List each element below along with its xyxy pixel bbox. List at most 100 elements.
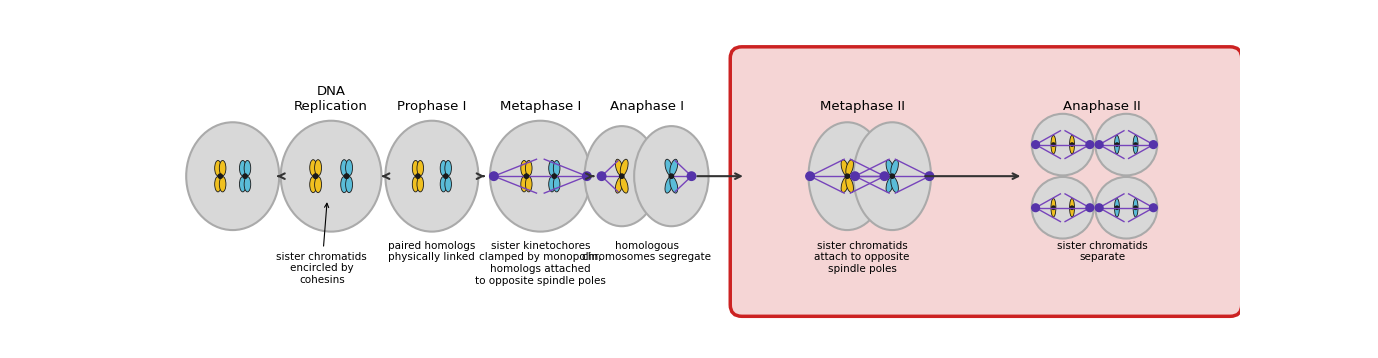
Circle shape xyxy=(1086,204,1094,212)
Ellipse shape xyxy=(846,177,853,193)
Circle shape xyxy=(1032,141,1039,149)
Circle shape xyxy=(1115,143,1119,146)
Ellipse shape xyxy=(445,160,452,176)
Circle shape xyxy=(524,174,529,178)
Text: Anaphase II: Anaphase II xyxy=(1064,100,1141,113)
Ellipse shape xyxy=(1051,198,1056,217)
Text: Anaphase I: Anaphase I xyxy=(609,100,683,113)
Ellipse shape xyxy=(219,176,226,192)
Circle shape xyxy=(218,174,222,178)
Ellipse shape xyxy=(616,159,623,175)
Ellipse shape xyxy=(314,160,321,176)
Ellipse shape xyxy=(620,177,628,193)
Ellipse shape xyxy=(445,176,452,192)
Ellipse shape xyxy=(554,176,559,192)
Ellipse shape xyxy=(525,160,532,176)
Text: Metaphase I: Metaphase I xyxy=(500,100,582,113)
Ellipse shape xyxy=(412,176,419,192)
Ellipse shape xyxy=(809,122,886,230)
Ellipse shape xyxy=(670,159,678,175)
Circle shape xyxy=(416,174,420,178)
Text: Metaphase II: Metaphase II xyxy=(820,100,904,113)
Ellipse shape xyxy=(525,176,532,192)
Ellipse shape xyxy=(215,176,222,192)
Ellipse shape xyxy=(346,160,353,176)
Circle shape xyxy=(806,172,814,180)
Ellipse shape xyxy=(346,176,353,193)
Ellipse shape xyxy=(634,126,708,226)
Ellipse shape xyxy=(1032,114,1094,175)
Circle shape xyxy=(444,174,448,178)
Text: sister chromatids
separate: sister chromatids separate xyxy=(1057,241,1148,262)
Ellipse shape xyxy=(219,160,226,176)
Circle shape xyxy=(1149,204,1158,212)
Circle shape xyxy=(670,174,674,178)
Ellipse shape xyxy=(240,176,247,192)
Ellipse shape xyxy=(841,177,849,193)
Circle shape xyxy=(553,174,557,178)
Ellipse shape xyxy=(666,177,672,193)
Circle shape xyxy=(1071,143,1073,146)
Circle shape xyxy=(1096,204,1102,212)
Text: paired homologs
physically linked: paired homologs physically linked xyxy=(389,241,475,262)
Circle shape xyxy=(243,174,247,178)
Ellipse shape xyxy=(584,126,659,226)
Text: homologous
chromosomes segregate: homologous chromosomes segregate xyxy=(582,241,711,262)
Ellipse shape xyxy=(886,160,894,176)
Ellipse shape xyxy=(244,176,251,192)
Ellipse shape xyxy=(548,176,555,192)
Ellipse shape xyxy=(1133,198,1138,217)
Text: DNA
Replication: DNA Replication xyxy=(294,85,368,113)
Ellipse shape xyxy=(340,176,347,193)
Ellipse shape xyxy=(853,122,932,230)
Circle shape xyxy=(1051,206,1056,209)
Ellipse shape xyxy=(281,121,382,232)
Ellipse shape xyxy=(666,159,672,175)
Ellipse shape xyxy=(310,176,317,193)
Ellipse shape xyxy=(1115,135,1119,154)
Text: sister chromatids
attach to opposite
spindle poles: sister chromatids attach to opposite spi… xyxy=(814,241,909,274)
Ellipse shape xyxy=(890,177,898,193)
Ellipse shape xyxy=(521,176,528,192)
Ellipse shape xyxy=(310,160,317,176)
Circle shape xyxy=(1149,141,1158,149)
Text: sister kinetochores
clamped by monopolin,
homologs attached
to opposite spindle : sister kinetochores clamped by monopolin… xyxy=(475,241,606,286)
Ellipse shape xyxy=(521,160,528,176)
Circle shape xyxy=(1086,141,1094,149)
Circle shape xyxy=(489,172,497,180)
Ellipse shape xyxy=(386,121,478,232)
Circle shape xyxy=(850,172,860,180)
Circle shape xyxy=(620,174,624,178)
Ellipse shape xyxy=(1069,198,1075,217)
Ellipse shape xyxy=(418,176,423,192)
Ellipse shape xyxy=(554,160,559,176)
Ellipse shape xyxy=(314,176,321,193)
Circle shape xyxy=(1134,206,1137,209)
Circle shape xyxy=(583,172,591,180)
Ellipse shape xyxy=(620,159,628,175)
Ellipse shape xyxy=(890,160,898,176)
Circle shape xyxy=(925,172,934,180)
Ellipse shape xyxy=(1133,135,1138,154)
Circle shape xyxy=(1032,204,1039,212)
Circle shape xyxy=(313,174,318,178)
Circle shape xyxy=(1115,206,1119,209)
Ellipse shape xyxy=(548,160,555,176)
Circle shape xyxy=(881,172,889,180)
Ellipse shape xyxy=(440,176,446,192)
Text: sister chromatids
encircled by
cohesins: sister chromatids encircled by cohesins xyxy=(277,203,367,285)
Circle shape xyxy=(845,174,849,178)
Ellipse shape xyxy=(1051,135,1056,154)
Text: Prophase I: Prophase I xyxy=(397,100,467,113)
Circle shape xyxy=(1134,143,1137,146)
Ellipse shape xyxy=(1069,135,1075,154)
Circle shape xyxy=(890,174,894,178)
Ellipse shape xyxy=(412,160,419,176)
Ellipse shape xyxy=(491,121,591,232)
Circle shape xyxy=(1071,206,1073,209)
Ellipse shape xyxy=(1115,198,1119,217)
Ellipse shape xyxy=(186,122,280,230)
Ellipse shape xyxy=(240,160,247,176)
Ellipse shape xyxy=(846,160,853,176)
Ellipse shape xyxy=(670,177,678,193)
